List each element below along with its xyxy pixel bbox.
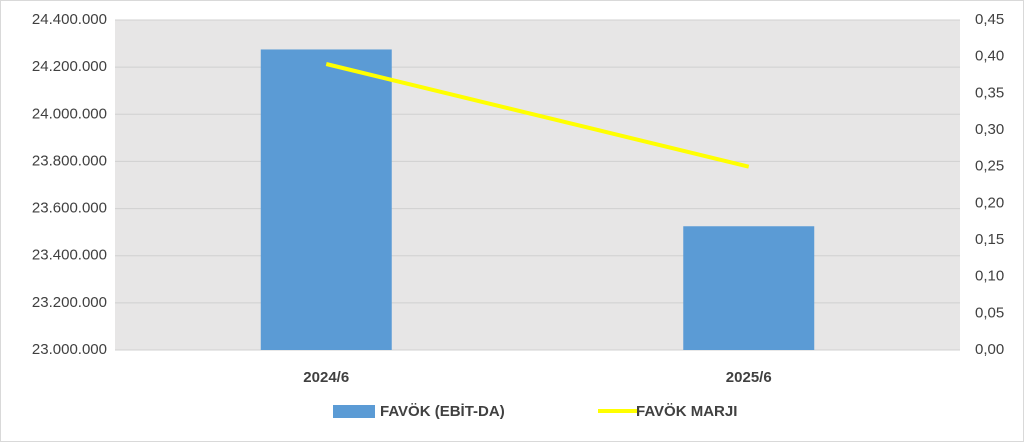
bar bbox=[260, 49, 392, 350]
y2-tick-label: 0,30 bbox=[975, 121, 1004, 138]
y2-tick-label: 0,15 bbox=[975, 231, 1004, 248]
y-tick-label: 24.200.000 bbox=[32, 58, 107, 75]
y-tick-label: 23.000.000 bbox=[32, 341, 107, 358]
y2-tick-label: 0,40 bbox=[975, 48, 1004, 65]
y2-tick-label: 0,00 bbox=[975, 341, 1004, 358]
bar bbox=[683, 226, 815, 350]
x-tick-label: 2024/6 bbox=[303, 369, 349, 386]
y-tick-label: 23.600.000 bbox=[32, 200, 107, 217]
y2-tick-label: 0,25 bbox=[975, 158, 1004, 175]
y2-tick-label: 0,10 bbox=[975, 268, 1004, 285]
y2-tick-label: 0,05 bbox=[975, 304, 1004, 321]
line bbox=[325, 62, 750, 169]
y-tick-label: 24.400.000 bbox=[32, 11, 107, 28]
x-tick-label: 2025/6 bbox=[726, 369, 772, 386]
legend-label: FAVÖK MARJI bbox=[636, 403, 737, 420]
y2-tick-label: 0,35 bbox=[975, 84, 1004, 101]
y-tick-label: 23.400.000 bbox=[32, 247, 107, 264]
plot-area bbox=[115, 20, 960, 350]
y-tick-label: 24.000.000 bbox=[32, 105, 107, 122]
y-tick-label: 23.800.000 bbox=[32, 152, 107, 169]
y2-tick-label: 0,45 bbox=[975, 11, 1004, 28]
legend-label: FAVÖK (EBİT-DA) bbox=[380, 403, 505, 420]
y2-tick-label: 0,20 bbox=[975, 194, 1004, 211]
legend-swatch bbox=[333, 405, 375, 418]
y-tick-label: 23.200.000 bbox=[32, 294, 107, 311]
